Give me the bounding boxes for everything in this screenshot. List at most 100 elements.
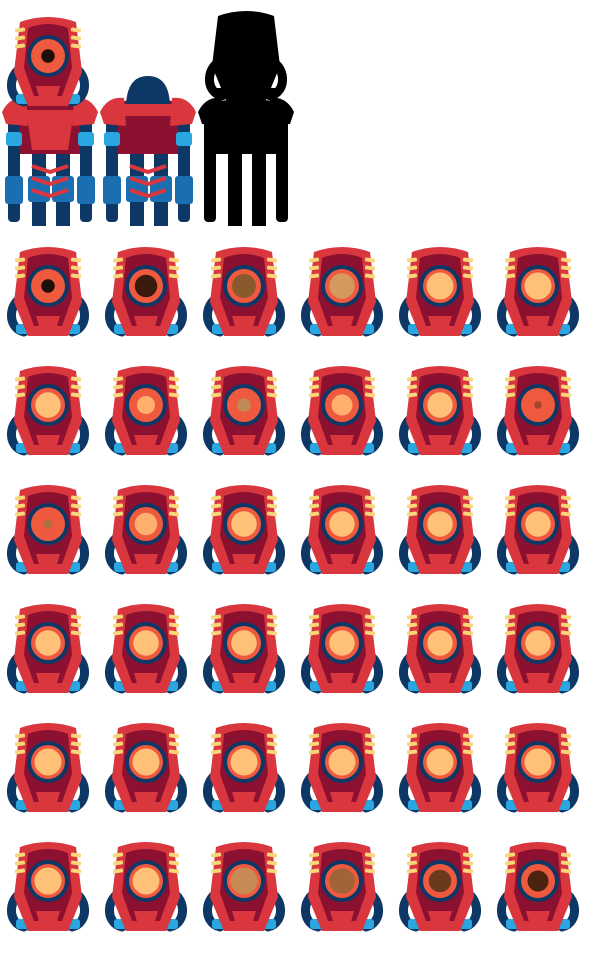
left-stripe xyxy=(504,503,516,509)
left-stripe xyxy=(210,741,222,747)
left-stripe xyxy=(406,614,418,620)
left-stripe xyxy=(112,749,124,755)
left-stripe xyxy=(406,749,418,755)
right-stripe xyxy=(168,733,180,739)
right-stripe xyxy=(462,376,474,382)
right-shoulder xyxy=(268,97,294,126)
eye-frame-36 xyxy=(497,842,579,932)
eye-pupil xyxy=(328,748,356,776)
right-stripe xyxy=(168,860,180,866)
left-stripe xyxy=(14,43,26,49)
right-stripe xyxy=(560,392,572,398)
right-arm xyxy=(178,110,190,222)
left-stripe xyxy=(406,630,418,636)
chin-plate xyxy=(232,316,256,330)
left-stripe xyxy=(406,503,418,509)
right-stripe xyxy=(462,614,474,620)
right-shoulder xyxy=(170,97,196,126)
left-stripe xyxy=(406,852,418,858)
right-stripe xyxy=(462,630,474,636)
left-stripe xyxy=(504,868,516,874)
eye-frame-27 xyxy=(203,723,285,813)
left-stripe xyxy=(308,860,320,866)
left-stripe xyxy=(406,384,418,390)
left-stripe xyxy=(14,392,26,398)
left-stripe xyxy=(112,852,124,858)
right-stripe xyxy=(70,868,82,874)
eye-pupil xyxy=(524,748,552,776)
left-stripe xyxy=(14,741,26,747)
left-stripe xyxy=(406,495,418,501)
eye-pupil xyxy=(35,392,61,418)
left-stripe xyxy=(504,384,516,390)
eye-pupil xyxy=(134,274,158,298)
chin-plate xyxy=(134,911,158,925)
right-elbow xyxy=(78,132,94,146)
chin-plate xyxy=(526,435,550,449)
right-stripe xyxy=(364,614,376,620)
eye-frame-7 xyxy=(7,366,89,456)
eye-pupil xyxy=(231,630,257,656)
eye-pupil xyxy=(331,394,353,416)
right-stripe xyxy=(560,376,572,382)
right-stripe xyxy=(560,273,572,279)
eye-pupil xyxy=(34,748,62,776)
eye-pupil xyxy=(427,511,453,537)
right-stripe xyxy=(266,868,278,874)
right-stripe xyxy=(364,630,376,636)
eye-pupil xyxy=(41,49,55,63)
left-stripe xyxy=(210,852,222,858)
chin-plate xyxy=(330,554,354,568)
eye-frame-34 xyxy=(301,842,383,932)
right-stripe xyxy=(560,511,572,517)
robot-silhouette xyxy=(198,11,294,226)
left-stripe xyxy=(308,741,320,747)
chin-plate xyxy=(232,792,256,806)
eye-pupil xyxy=(527,870,549,892)
right-stripe xyxy=(168,503,180,509)
eye-pupil xyxy=(35,630,61,656)
right-stripe xyxy=(168,622,180,628)
right-stripe xyxy=(364,273,376,279)
eye-pupil xyxy=(426,748,454,776)
left-elbow xyxy=(6,132,22,146)
eye-pupil xyxy=(231,511,257,537)
eye-frame-13 xyxy=(7,485,89,575)
left-stripe xyxy=(210,614,222,620)
right-stripe xyxy=(462,511,474,517)
right-stripe xyxy=(560,868,572,874)
right-stripe xyxy=(462,622,474,628)
right-stripe xyxy=(70,741,82,747)
right-stripe xyxy=(364,749,376,755)
right-stripe xyxy=(266,257,278,263)
left-stripe xyxy=(14,622,26,628)
right-stripe xyxy=(70,392,82,398)
eye-frame-15 xyxy=(203,485,285,575)
chest-plate xyxy=(124,110,172,150)
right-stripe xyxy=(70,495,82,501)
right-gauntlet xyxy=(77,176,95,204)
eye-pupil xyxy=(230,867,258,895)
chin-plate xyxy=(526,673,550,687)
left-stripe xyxy=(14,511,26,517)
right-stripe xyxy=(70,35,82,41)
left-stripe xyxy=(504,495,516,501)
eye-pupil xyxy=(43,519,53,529)
left-stripe xyxy=(14,27,26,33)
left-stripe xyxy=(14,630,26,636)
right-stripe xyxy=(70,749,82,755)
left-gauntlet xyxy=(5,176,23,204)
left-stripe xyxy=(406,511,418,517)
eye-frame-25 xyxy=(7,723,89,813)
left-stripe xyxy=(14,35,26,41)
eye-pupil xyxy=(427,630,453,656)
eye-frame-1 xyxy=(7,247,89,337)
eye-pupil xyxy=(232,274,256,298)
chin-plate xyxy=(526,554,550,568)
right-stripe xyxy=(70,852,82,858)
eye-frame-19 xyxy=(7,604,89,694)
right-stripe xyxy=(266,376,278,382)
right-stripe xyxy=(70,265,82,271)
hip-chevron xyxy=(31,164,69,175)
chin-plate xyxy=(134,435,158,449)
